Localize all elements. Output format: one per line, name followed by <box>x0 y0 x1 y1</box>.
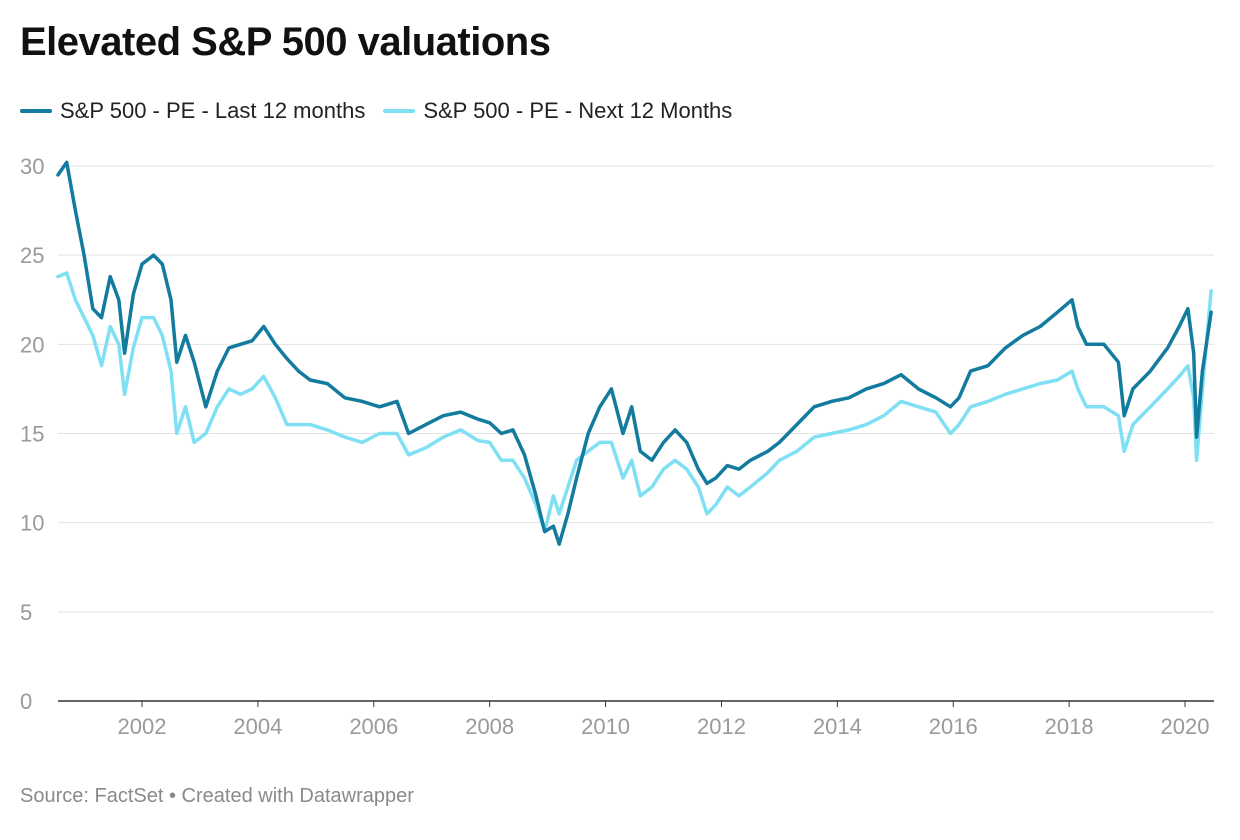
x-tick-label-2006: 2006 <box>349 714 398 739</box>
x-axis-labels: 2002 2004 2006 2008 2010 2012 2014 2016 2018 2020 <box>118 701 1210 739</box>
credit-label: Created with Datawrapper <box>181 785 414 807</box>
legend-swatch-trailing-pe <box>20 109 52 113</box>
y-axis-labels: 0 5 10 15 20 25 30 <box>20 154 44 714</box>
x-tick-label-2020: 2020 <box>1161 714 1210 739</box>
y-tick-label-30: 30 <box>20 154 44 179</box>
source-label: Source: FactSet <box>20 785 164 807</box>
y-tick-label-5: 5 <box>20 600 32 625</box>
legend-item-trailing-pe[interactable]: S&P 500 - PE - Last 12 months <box>20 98 365 124</box>
y-tick-label-15: 15 <box>20 422 44 447</box>
series-line-trailing-pe[interactable] <box>56 160 1213 546</box>
y-tick-label-10: 10 <box>20 511 44 536</box>
series-line-forward-pe[interactable] <box>56 271 1213 534</box>
legend-swatch-forward-pe <box>383 109 416 113</box>
legend-item-forward-pe[interactable]: S&P 500 - PE - Next 12 Months <box>383 98 732 124</box>
x-tick-label-2012: 2012 <box>697 714 746 739</box>
legend: S&P 500 - PE - Last 12 months S&P 500 - … <box>20 98 750 124</box>
x-tick-label-2016: 2016 <box>929 714 978 739</box>
x-tick-label-2018: 2018 <box>1045 714 1094 739</box>
footer-separator: • <box>168 785 176 807</box>
footer: Source: FactSet • Created with Datawrapp… <box>20 785 414 808</box>
series-lines <box>56 160 1213 546</box>
x-tick-label-2004: 2004 <box>233 714 282 739</box>
gridlines <box>58 165 1214 702</box>
x-tick-label-2014: 2014 <box>813 714 862 739</box>
x-tick-label-2010: 2010 <box>581 714 630 739</box>
line-chart: 0 5 10 15 20 25 30 2002 2004 2006 2008 2010 2012 201… <box>20 154 1214 739</box>
x-tick-label-2002: 2002 <box>118 714 167 739</box>
x-tick-label-2008: 2008 <box>465 714 514 739</box>
chart-title: Elevated S&P 500 valuations <box>20 20 551 64</box>
legend-label-forward-pe: S&P 500 - PE - Next 12 Months <box>423 98 733 123</box>
y-tick-label-20: 20 <box>20 332 44 357</box>
legend-label-trailing-pe: S&P 500 - PE - Last 12 months <box>60 98 366 123</box>
y-tick-label-25: 25 <box>20 243 44 268</box>
y-tick-label-0: 0 <box>20 689 32 714</box>
